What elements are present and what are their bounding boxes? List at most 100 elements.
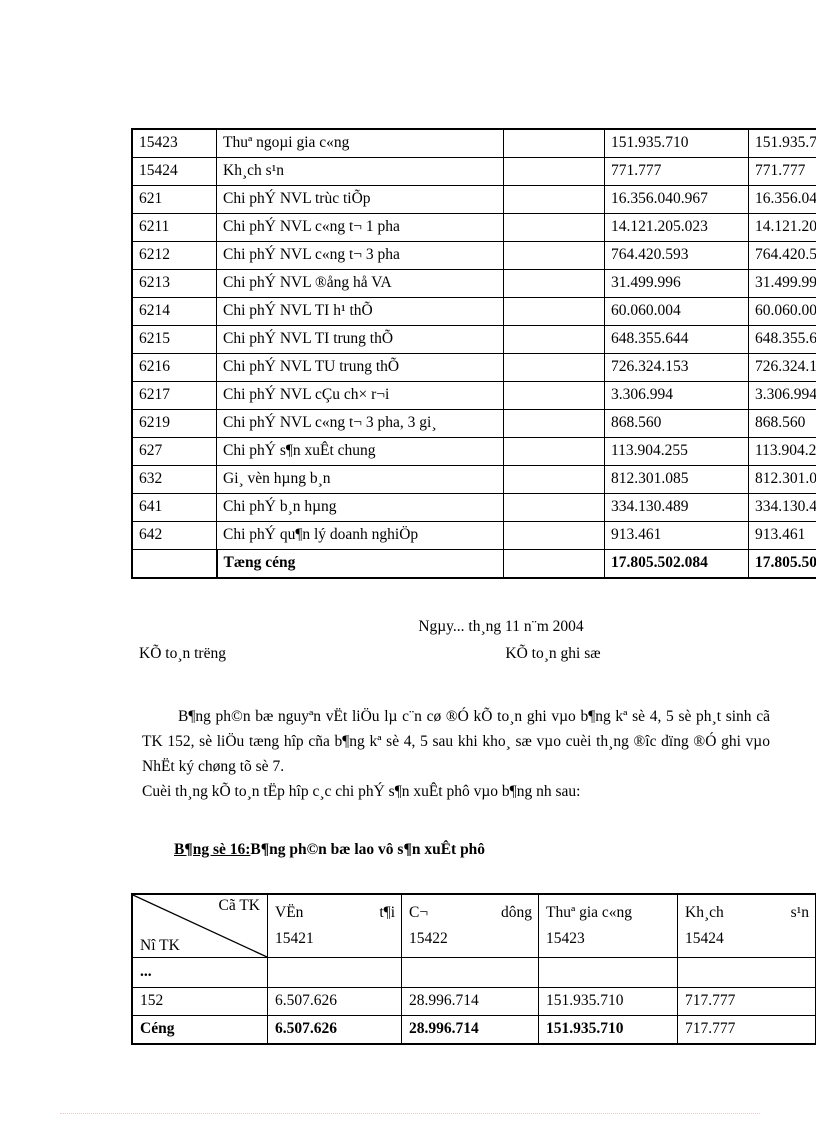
header-account-code: 15424 [685, 929, 724, 947]
cell-account-code: 15424 [132, 157, 217, 186]
table-row: ... [131, 957, 816, 988]
cell-amount-1: 3.306.994 [604, 381, 749, 410]
table-row: 6213 Chi phÝ NVL ®ång hå VA 31.499.996 3… [132, 269, 816, 298]
corner-debit-label: Nî TK [140, 937, 180, 954]
cell-total-amount-2: 17.805.502.084 [748, 549, 816, 579]
table-total-row: Céng 6.507.626 28.996.714 151.935.710 71… [131, 1015, 816, 1045]
table-row: 6215 Chi phÝ NVL TI trung thÕ 648.355.64… [132, 325, 816, 354]
cell-value [538, 957, 678, 988]
header-account-code: 15422 [409, 929, 448, 947]
cell-amount-2: 812.301.085 [748, 465, 816, 494]
header-label-left: C¬ [409, 903, 429, 921]
cell-blank [503, 241, 605, 270]
paragraph: B¶ng ph©n bæ nguyªn vËt liÖu lµ c¨n cø ®… [142, 708, 770, 775]
cell-blank [503, 128, 605, 158]
cell-account-name: Kh¸ch s¹n [216, 157, 504, 186]
cell-account-name: Chi phÝ NVL TU trung thÕ [216, 353, 504, 382]
cell-corner-header: Cã TK Nî TK [131, 893, 268, 958]
cell-account-code: 6217 [132, 381, 217, 410]
cell-account-name: Chi phÝ NVL TI trung thÕ [216, 325, 504, 354]
section-heading-number: B¶ng sè 16: [174, 841, 251, 858]
body-paragraphs: B¶ng ph©n bæ nguyªn vËt liÖu lµ c¨n cø ®… [142, 704, 770, 804]
cell-value [267, 957, 402, 988]
cell-row-label: ... [131, 957, 268, 988]
header-account-code: 15421 [275, 929, 314, 947]
cell-header-col-2: C¬ dông 15422 [401, 893, 539, 958]
cell-amount-2: 334.130.489 [748, 493, 816, 522]
cell-account-code: 6211 [132, 213, 217, 242]
table-row: 632 Gi¸ vèn hµng b¸n 812.301.085 812.301… [132, 465, 816, 494]
cell-blank [503, 185, 605, 214]
table-row: 641 Chi phÝ b¸n hµng 334.130.489 334.130… [132, 493, 816, 522]
cell-account-name: Chi phÝ qu¶n lý doanh nghiÖp [216, 521, 504, 550]
signature-bookkeeper-label: KÕ to¸n ghi sæ [505, 645, 601, 662]
table-row: 15423 Thuª ngoµi gia c«ng 151.935.710 15… [132, 128, 816, 158]
cell-amount-2: 151.935.710 [748, 128, 816, 158]
table-row: 152 6.507.626 28.996.714 151.935.710 717… [131, 987, 816, 1016]
cell-account-code: 6214 [132, 297, 217, 326]
cell-amount-1: 31.499.996 [604, 269, 749, 298]
cell-value: 151.935.710 [538, 987, 678, 1016]
cell-amount-2: 726.324.153 [748, 353, 816, 382]
table-row: 6212 Chi phÝ NVL c«ng t¬ 3 pha 764.420.5… [132, 241, 816, 270]
cell-amount-1: 771.777 [604, 157, 749, 186]
cell-account-code [132, 549, 218, 579]
cell-amount-1: 764.420.593 [604, 241, 749, 270]
table-row: 621 Chi phÝ NVL trùc tiÕp 16.356.040.967… [132, 185, 816, 214]
cell-amount-1: 868.560 [604, 409, 749, 438]
cell-total-value: 6.507.626 [267, 1015, 402, 1045]
header-label-left: Thuª gia c«ng [546, 903, 633, 921]
header-account-code: 15423 [546, 929, 585, 947]
cell-total-value: 717.777 [677, 1015, 816, 1045]
cell-row-label: 152 [131, 987, 268, 1016]
auxiliary-services-table-body: Cã TK Nî TK VËn t¶i 15421 C¬ dông [131, 893, 816, 1045]
table-header-row: Cã TK Nî TK VËn t¶i 15421 C¬ dông [131, 893, 816, 958]
cell-amount-2: 913.461 [748, 521, 816, 550]
cell-amount-1: 113.904.255 [604, 437, 749, 466]
table-row: 6217 Chi phÝ NVL cÇu ch× r¬i 3.306.994 3… [132, 381, 816, 410]
cell-amount-2: 113.904.255 [748, 437, 816, 466]
section-heading-title: B¶ng ph©n bæ lao vô s¶n xuÊt phô [250, 841, 486, 858]
signature-date: Ngµy... th¸ng 11 n¨m 2004 [418, 618, 584, 635]
cell-header-col-3: Thuª gia c«ng 15423 [538, 893, 678, 958]
cell-amount-2: 648.355.644 [748, 325, 816, 354]
cell-value [401, 957, 539, 988]
cell-blank [503, 381, 605, 410]
cell-account-code: 641 [132, 493, 217, 522]
cell-account-code: 6212 [132, 241, 217, 270]
cell-header-col-1: VËn t¶i 15421 [267, 893, 402, 958]
cell-value: 28.996.714 [401, 987, 539, 1016]
header-title-row: Thuª gia c«ng [546, 904, 671, 922]
header-title-row: C¬ dông [409, 904, 532, 922]
cell-amount-2: 60.060.004 [748, 297, 816, 326]
expense-allocation-table-container: 15423 Thuª ngoµi gia c«ng 151.935.710 15… [131, 128, 816, 579]
paragraph: Cuèi th¸ng kÕ to¸n tËp hîp c¸c chi phÝ s… [142, 783, 581, 800]
cell-total-label: Tæng céng [216, 549, 504, 579]
cell-blank [503, 213, 605, 242]
cell-value: 717.777 [677, 987, 816, 1016]
header-label-right: dông [501, 903, 532, 921]
table-row: 15424 Kh¸ch s¹n 771.777 771.777 [132, 157, 816, 186]
section-heading: B¶ng sè 16:B¶ng ph©n bæ lao vô s¶n xuÊt … [174, 841, 485, 859]
cell-account-name: Chi phÝ NVL ®ång hå VA [216, 269, 504, 298]
cell-value: 6.507.626 [267, 987, 402, 1016]
diagonal-divider-icon [133, 895, 267, 957]
table-row: 6219 Chi phÝ NVL c«ng t¬ 3 pha, 3 gi¸ 86… [132, 409, 816, 438]
cell-amount-2: 771.777 [748, 157, 816, 186]
cell-account-name: Chi phÝ NVL TI h¹ thÕ [216, 297, 504, 326]
cell-value [677, 957, 816, 988]
cell-total-value: 28.996.714 [401, 1015, 539, 1045]
cell-total-label: Céng [131, 1015, 268, 1045]
header-label-left: VËn [275, 903, 304, 921]
cell-account-code: 6213 [132, 269, 217, 298]
cell-amount-1: 648.355.644 [604, 325, 749, 354]
cell-amount-1: 14.121.205.023 [604, 213, 749, 242]
cell-amount-1: 913.461 [604, 521, 749, 550]
cell-amount-2: 16.356.040.967 [748, 185, 816, 214]
cell-amount-1: 151.935.710 [604, 128, 749, 158]
signature-block: Ngµy... th¸ng 11 n¨m 2004 KÕ to¸n trëng … [131, 618, 691, 663]
cell-blank [503, 409, 605, 438]
cell-blank [503, 437, 605, 466]
table-row: 627 Chi phÝ s¶n xuÊt chung 113.904.255 1… [132, 437, 816, 466]
cell-account-name: Chi phÝ b¸n hµng [216, 493, 504, 522]
